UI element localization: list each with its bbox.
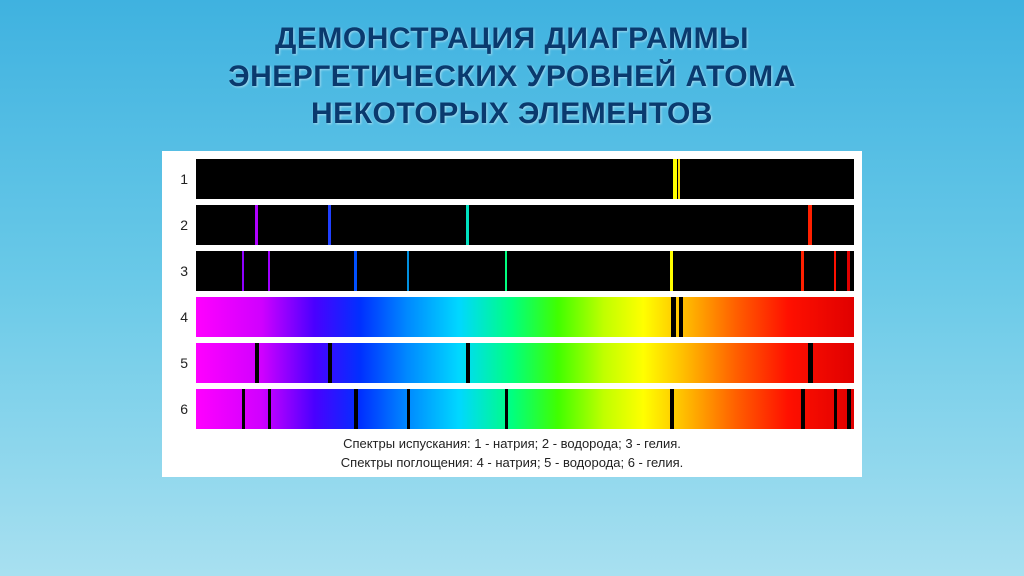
spectral-line bbox=[678, 159, 680, 199]
spectral-line bbox=[670, 389, 674, 429]
spectrum-row-3: 3 bbox=[170, 251, 854, 291]
spectral-line bbox=[505, 251, 507, 291]
spectrum-bar-absorption bbox=[196, 297, 854, 337]
spectral-line bbox=[670, 251, 673, 291]
spectral-line bbox=[407, 251, 409, 291]
spectral-line bbox=[328, 343, 332, 383]
spectra-rows-container: 1 2 3 4 5 6 bbox=[170, 159, 854, 429]
spectral-line bbox=[834, 251, 836, 291]
spectral-line bbox=[242, 251, 244, 291]
spectral-line bbox=[466, 343, 470, 383]
spectral-line bbox=[834, 389, 837, 429]
spectral-line bbox=[801, 389, 805, 429]
spectral-line bbox=[354, 251, 357, 291]
spectral-line bbox=[242, 389, 245, 429]
spectrum-bar-emission bbox=[196, 251, 854, 291]
spectral-line bbox=[268, 251, 270, 291]
diagram-caption: Спектры испускания: 1 - натрия; 2 - водо… bbox=[170, 435, 854, 472]
spectrum-row-label: 6 bbox=[170, 401, 188, 417]
spectral-line bbox=[801, 251, 804, 291]
spectrum-bar-emission bbox=[196, 205, 854, 245]
spectrum-row-label: 3 bbox=[170, 263, 188, 279]
spectra-diagram: 1 2 3 4 5 6 Спектры испускания: 1 - натрия; 2… bbox=[162, 151, 862, 477]
spectral-line bbox=[671, 297, 676, 337]
title-line-3: НЕКОТОРЫХ ЭЛЕМЕНТОВ bbox=[311, 97, 713, 130]
caption-emission: Спектры испускания: 1 - натрия; 2 - водо… bbox=[170, 435, 854, 453]
spectral-line bbox=[407, 389, 410, 429]
spectral-line bbox=[255, 205, 258, 245]
spectrum-bar-absorption bbox=[196, 389, 854, 429]
spectral-line bbox=[354, 389, 358, 429]
spectrum-row-4: 4 bbox=[170, 297, 854, 337]
spectrum-row-label: 4 bbox=[170, 309, 188, 325]
spectrum-row-label: 5 bbox=[170, 355, 188, 371]
spectrum-row-2: 2 bbox=[170, 205, 854, 245]
spectrum-row-label: 2 bbox=[170, 217, 188, 233]
spectral-line bbox=[255, 343, 259, 383]
spectrum-row-5: 5 bbox=[170, 343, 854, 383]
spectrum-row-label: 1 bbox=[170, 171, 188, 187]
spectrum-row-1: 1 bbox=[170, 159, 854, 199]
caption-absorption: Спектры поглощения: 4 - натрия; 5 - водо… bbox=[170, 454, 854, 472]
spectral-line bbox=[808, 343, 813, 383]
spectral-line bbox=[679, 297, 683, 337]
title-line-2: ЭНЕРГЕТИЧЕСКИХ УРОВНЕЙ АТОМА bbox=[228, 60, 796, 93]
spectral-line bbox=[808, 205, 812, 245]
spectral-line bbox=[847, 389, 851, 429]
spectral-line bbox=[328, 205, 331, 245]
spectrum-bar-absorption bbox=[196, 343, 854, 383]
spectral-line bbox=[268, 389, 271, 429]
spectral-line bbox=[847, 251, 850, 291]
spectral-line bbox=[466, 205, 469, 245]
spectrum-row-6: 6 bbox=[170, 389, 854, 429]
spectral-line bbox=[673, 159, 677, 199]
title-line-1: ДЕМОНСТРАЦИЯ ДИАГРАММЫ bbox=[275, 22, 749, 55]
slide-title: ДЕМОНСТРАЦИЯ ДИАГРАММЫ ЭНЕРГЕТИЧЕСКИХ УР… bbox=[0, 0, 1024, 133]
spectral-line bbox=[505, 389, 508, 429]
spectrum-bar-emission bbox=[196, 159, 854, 199]
